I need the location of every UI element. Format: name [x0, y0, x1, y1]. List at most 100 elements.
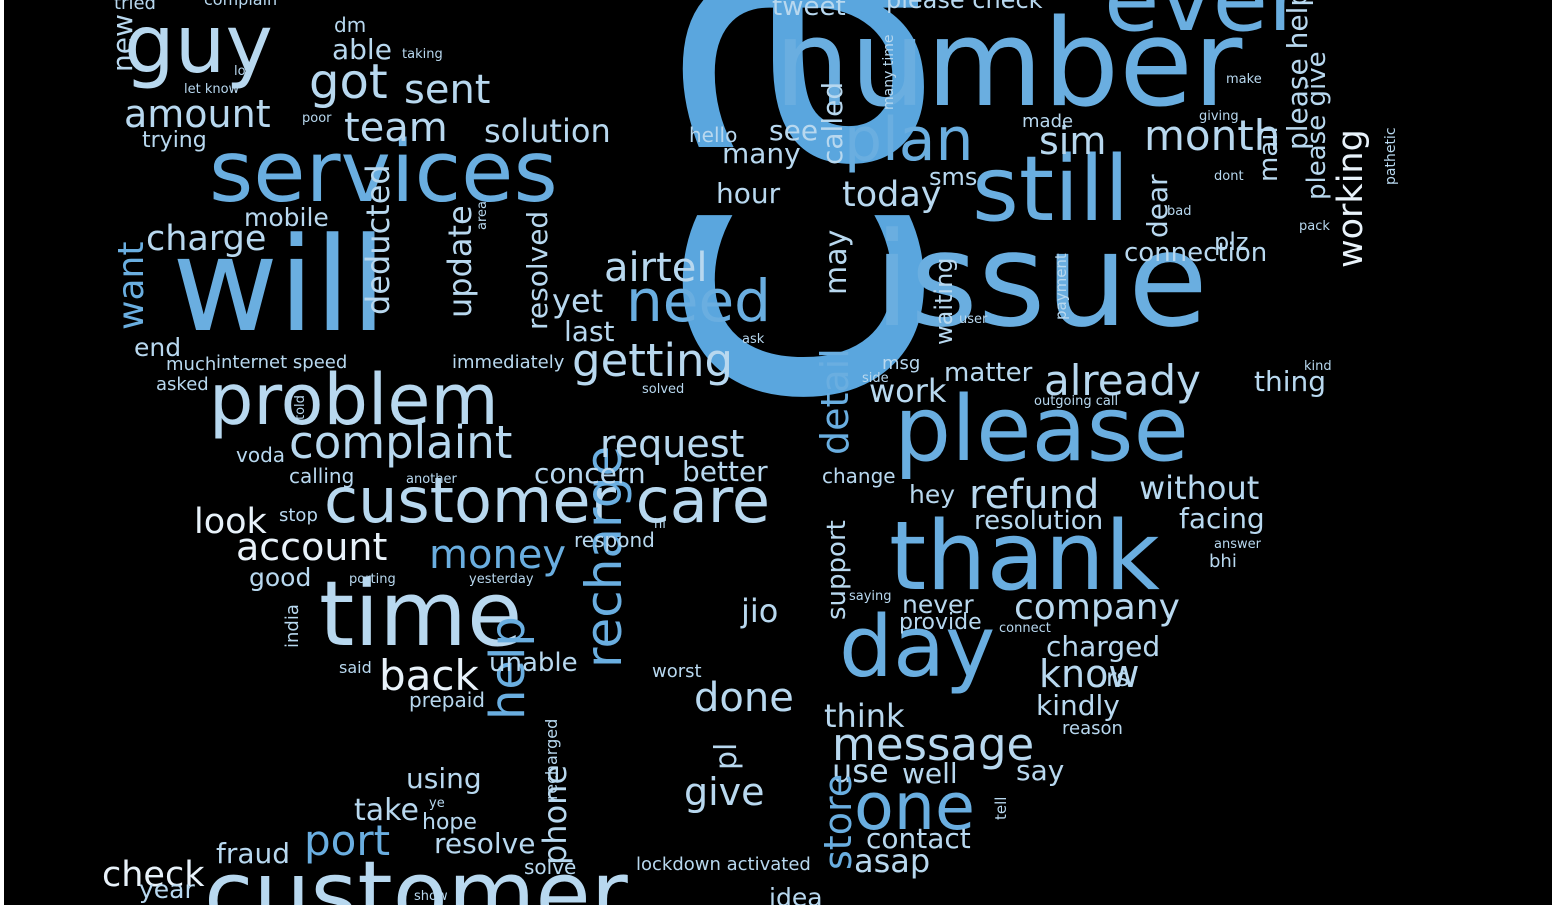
word-saying: saying [849, 589, 892, 604]
word-know: know [1039, 652, 1140, 696]
word-idea: idea [769, 883, 823, 905]
word-outgoing-call: outgoing call [1034, 394, 1119, 409]
word-money: money [429, 532, 567, 578]
word-calling: calling [289, 464, 355, 488]
word-many: many [722, 137, 801, 170]
word-team: team [344, 105, 448, 151]
word-still: still [972, 137, 1130, 242]
word-trying: trying [142, 128, 207, 153]
word-pathetic: pathetic [1383, 127, 1399, 185]
word-connection: connection [1124, 238, 1268, 268]
word-kind: kind [1304, 359, 1332, 374]
word-unable: unable [489, 648, 578, 678]
word-answer: answer [1214, 537, 1261, 552]
word-contact: contact [866, 822, 971, 855]
word-payment: payment [1052, 253, 1070, 320]
word-give: give [684, 770, 765, 814]
word-hi: hi [654, 517, 666, 532]
word-services: services [209, 123, 558, 222]
word-need: need [626, 267, 771, 335]
word-internet-speed: internet speed [216, 352, 348, 373]
word-tell: tell [992, 796, 1010, 820]
word-hey: hey [909, 480, 956, 509]
word-message: message [832, 718, 1035, 771]
word-already: already [1044, 356, 1201, 405]
word-look: look [194, 502, 267, 542]
word-using: using [406, 762, 482, 795]
word-new: new [106, 14, 139, 72]
word-better: better [682, 455, 768, 488]
word-mail: mail [1254, 126, 1284, 182]
word-store: store [816, 773, 860, 870]
word-side: side [862, 371, 889, 386]
word-company: company [1014, 587, 1180, 628]
word-voda: voda [236, 443, 286, 467]
word-got: got [309, 54, 388, 110]
word-working: working [1331, 129, 1371, 268]
word-request: request [600, 422, 745, 466]
word-charged: charged [1046, 630, 1161, 663]
word-complain: complain [204, 0, 277, 8]
word-work: work [869, 372, 947, 410]
word-resolution: resolution [974, 506, 1104, 536]
word-guy: guy [124, 0, 273, 91]
word-change: change [822, 464, 896, 488]
word-plz: plz [1214, 228, 1249, 256]
word-amount: amount [124, 92, 271, 136]
word-refund: refund [969, 472, 1100, 518]
word-kindly: kindly [1036, 689, 1120, 722]
word-time: time [319, 562, 523, 667]
word-say: say [1016, 754, 1065, 787]
word-worst: worst [652, 661, 702, 682]
word-hope: hope [422, 810, 477, 835]
word-may: may [819, 229, 854, 295]
word-reason: reason [1062, 718, 1123, 739]
word-msg: msg [882, 353, 921, 374]
word-never: never [902, 590, 974, 619]
word-number: number [774, 0, 1243, 134]
word-last: last [564, 315, 615, 348]
word-tweet: tweet [772, 0, 846, 22]
word-end: end [134, 333, 182, 362]
word-pack: pack [1299, 219, 1330, 234]
word-made: made [1022, 111, 1074, 132]
word-hello: hello [689, 123, 738, 147]
word-done: done [694, 675, 794, 721]
word-giving: giving [1199, 109, 1239, 124]
word-said: said [339, 658, 372, 677]
word-ever: ever [1104, 0, 1305, 45]
word-check: check [102, 855, 205, 895]
word-asked: asked [156, 374, 209, 395]
word-let-know: let know [184, 82, 240, 97]
word-port: port [304, 816, 391, 865]
word-getting: getting [572, 334, 734, 387]
word-concern: concern [534, 457, 646, 490]
word-hour: hour [716, 177, 781, 210]
word-told: told [293, 395, 308, 420]
word-thing: thing [1254, 365, 1327, 398]
word-solution: solution [484, 112, 611, 150]
word-poor: poor [302, 111, 332, 126]
word-update: update [441, 205, 479, 318]
word-recharged: recharged [542, 718, 561, 800]
word-connect: connect [999, 621, 1051, 636]
word-area: area [475, 201, 490, 230]
word-another: another [406, 472, 457, 487]
word-plan: plan [844, 105, 974, 175]
word-user: user [959, 312, 988, 327]
word-india: india [282, 604, 303, 648]
word-sim: sim [1039, 119, 1107, 163]
word-mobile: mobile [244, 203, 329, 232]
word-customer-care: customer care [324, 464, 771, 537]
word-please-give: please give [1302, 51, 1332, 200]
word-show: show [414, 889, 448, 904]
word-account: account [236, 525, 388, 569]
word-prepaid: prepaid [409, 688, 485, 712]
word-please-check: please check [886, 0, 1043, 14]
word-matter: matter [944, 358, 1033, 388]
word-will: will [172, 209, 387, 361]
word-thank: thank [889, 502, 1160, 612]
word-sent: sent [404, 67, 491, 113]
word-tried: tried [114, 0, 156, 14]
